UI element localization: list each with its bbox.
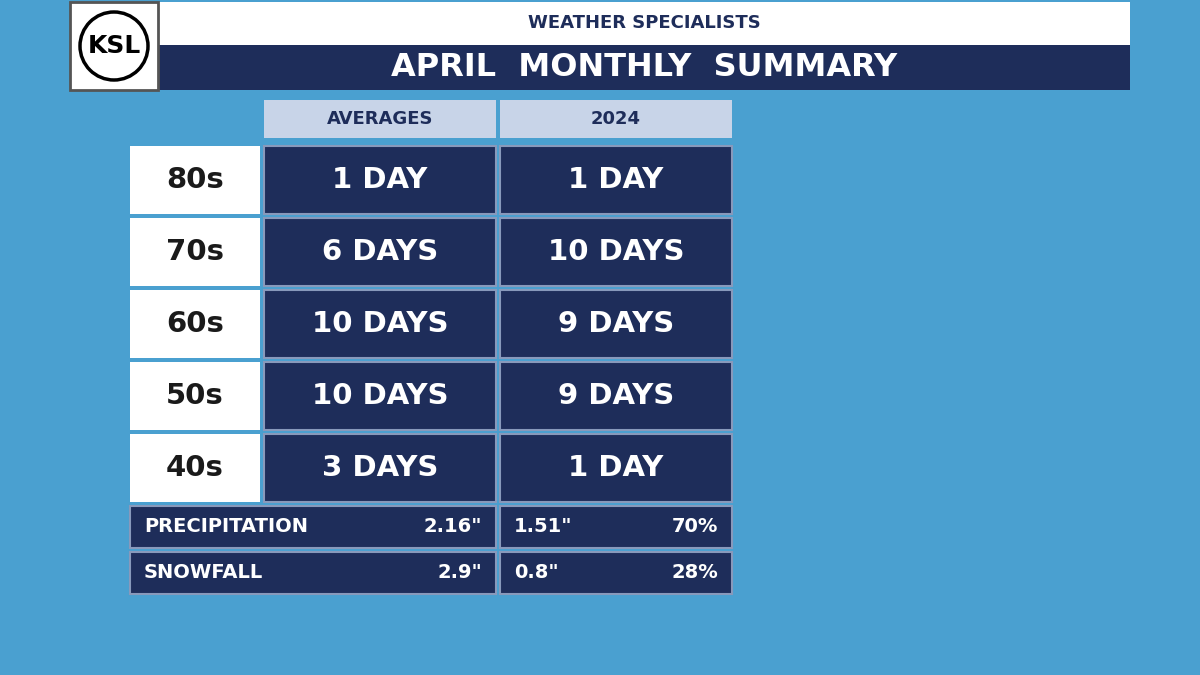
Text: 1 DAY: 1 DAY — [332, 166, 427, 194]
Text: 70%: 70% — [672, 518, 718, 537]
Text: 50s: 50s — [166, 382, 224, 410]
FancyBboxPatch shape — [500, 290, 732, 358]
Text: 80s: 80s — [166, 166, 224, 194]
Circle shape — [80, 12, 148, 80]
FancyBboxPatch shape — [70, 2, 158, 90]
Text: 28%: 28% — [671, 564, 718, 583]
Text: 10 DAYS: 10 DAYS — [547, 238, 684, 266]
Text: SNOWFALL: SNOWFALL — [144, 564, 263, 583]
Text: APRIL  MONTHLY  SUMMARY: APRIL MONTHLY SUMMARY — [391, 52, 898, 83]
FancyBboxPatch shape — [500, 218, 732, 286]
FancyBboxPatch shape — [130, 146, 260, 214]
Text: 2.9": 2.9" — [437, 564, 482, 583]
FancyBboxPatch shape — [70, 2, 1130, 45]
Text: 3 DAYS: 3 DAYS — [322, 454, 438, 482]
Text: 1 DAY: 1 DAY — [569, 454, 664, 482]
FancyBboxPatch shape — [70, 45, 1130, 90]
FancyBboxPatch shape — [130, 552, 496, 594]
FancyBboxPatch shape — [264, 218, 496, 286]
FancyBboxPatch shape — [500, 434, 732, 502]
FancyBboxPatch shape — [264, 100, 496, 138]
Text: 6 DAYS: 6 DAYS — [322, 238, 438, 266]
Text: 40s: 40s — [166, 454, 224, 482]
FancyBboxPatch shape — [500, 362, 732, 430]
FancyBboxPatch shape — [500, 552, 732, 594]
FancyBboxPatch shape — [130, 290, 260, 358]
FancyBboxPatch shape — [264, 362, 496, 430]
FancyBboxPatch shape — [500, 100, 732, 138]
Text: 1 DAY: 1 DAY — [569, 166, 664, 194]
Text: 60s: 60s — [166, 310, 224, 338]
Text: 70s: 70s — [166, 238, 224, 266]
Text: 0.8": 0.8" — [514, 564, 559, 583]
Text: 10 DAYS: 10 DAYS — [312, 382, 449, 410]
Text: PRECIPITATION: PRECIPITATION — [144, 518, 308, 537]
FancyBboxPatch shape — [130, 434, 260, 502]
Text: KSL: KSL — [88, 34, 140, 58]
Text: 10 DAYS: 10 DAYS — [312, 310, 449, 338]
FancyBboxPatch shape — [130, 362, 260, 430]
Text: 9 DAYS: 9 DAYS — [558, 382, 674, 410]
FancyBboxPatch shape — [130, 506, 496, 548]
FancyBboxPatch shape — [500, 506, 732, 548]
FancyBboxPatch shape — [500, 146, 732, 214]
FancyBboxPatch shape — [264, 146, 496, 214]
Text: AVERAGES: AVERAGES — [326, 110, 433, 128]
FancyBboxPatch shape — [130, 218, 260, 286]
FancyBboxPatch shape — [264, 434, 496, 502]
Text: 2024: 2024 — [592, 110, 641, 128]
FancyBboxPatch shape — [264, 290, 496, 358]
Text: WEATHER SPECIALISTS: WEATHER SPECIALISTS — [528, 14, 761, 32]
Text: 1.51": 1.51" — [514, 518, 572, 537]
Text: 2.16": 2.16" — [424, 518, 482, 537]
Text: 9 DAYS: 9 DAYS — [558, 310, 674, 338]
